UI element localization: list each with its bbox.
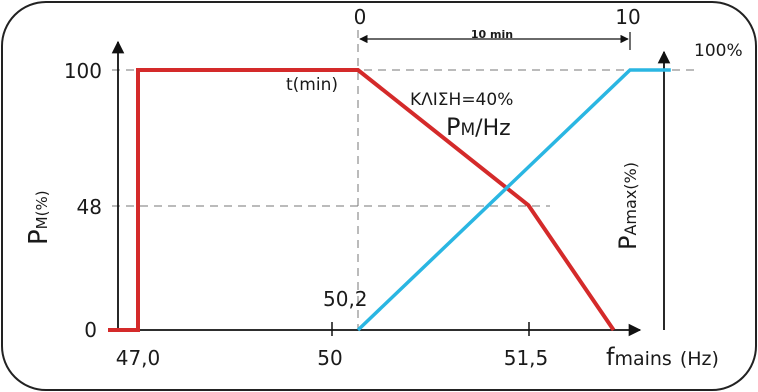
interval-label: 10 min — [471, 28, 513, 41]
y-tick-label-0: 0 — [84, 318, 97, 342]
pamax-label: PAmax(%) — [614, 162, 642, 250]
top-tick-label-0: 0 — [354, 5, 367, 29]
x-tick-label-515: 51,5 — [504, 346, 549, 370]
slope-label: ΚΛΙΣΗ=40% — [410, 90, 513, 110]
x-tick-label-50: 50 — [317, 346, 342, 370]
x-axis-label: fmains (Hz) — [606, 343, 719, 371]
x-zero-label: 50,2 — [323, 287, 368, 311]
slope-unit-label: PM/Hz — [446, 113, 511, 141]
y-tick-label-48: 48 — [77, 195, 102, 219]
top-tick-label-10: 10 — [615, 5, 640, 29]
y-tick-label-100: 100 — [64, 59, 102, 83]
x-tick-label-470: 47,0 — [116, 346, 161, 370]
series-power-vs-frequency — [108, 68, 616, 332]
y-axis-label: PM(%) — [24, 190, 54, 245]
series-pamax-vs-time — [356, 68, 671, 332]
hundred-pct-label: 100% — [694, 41, 743, 61]
tmin-label: t(min) — [286, 75, 338, 95]
